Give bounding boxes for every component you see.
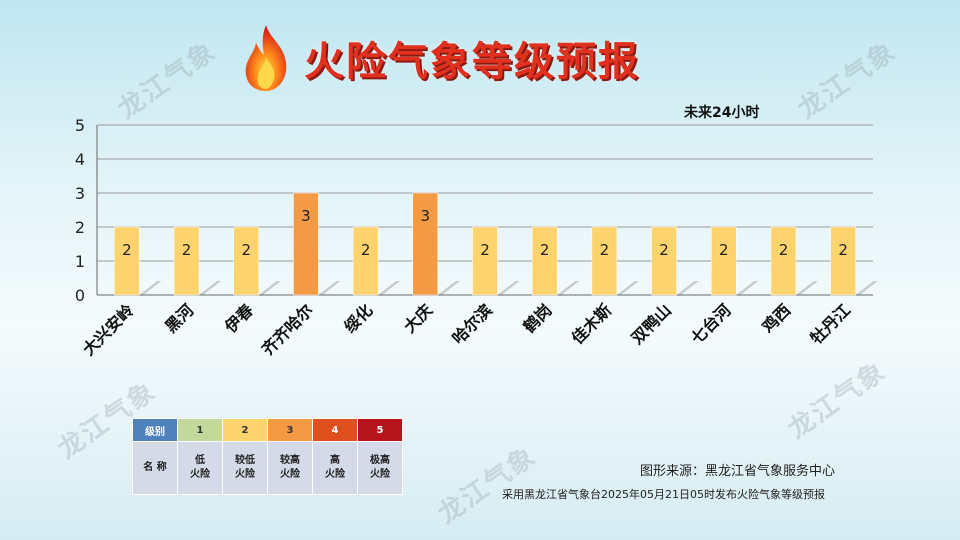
- legend-name-2: 较低 火险: [222, 441, 268, 495]
- issued-text: 采用黑龙江省气象台2025年05月21日05时发布火险气象等级预报: [502, 488, 825, 501]
- data-label: 3: [421, 207, 431, 225]
- x-tick-label: 哈尔滨: [448, 300, 495, 347]
- data-label: 2: [838, 241, 848, 259]
- x-tick-label: 大兴安岭: [79, 300, 138, 359]
- bar: [531, 226, 558, 296]
- y-tick-label: 5: [75, 116, 85, 135]
- data-label: 2: [361, 241, 371, 259]
- x-tick-label: 牡丹江: [807, 300, 854, 347]
- bar: [293, 192, 319, 296]
- y-tick-label: 2: [75, 218, 85, 237]
- legend-name-label: 名 称: [132, 441, 178, 495]
- y-tick-label: 0: [75, 286, 85, 305]
- bar-shadow: [378, 281, 401, 295]
- legend-name-5: 极高 火险: [357, 441, 403, 495]
- legend-name-4: 高 火险: [312, 441, 358, 495]
- x-tick-label: 黑河: [161, 300, 197, 336]
- bar-chart: 0 1 2 3 4 5 2 大兴安岭 2 黑河 2 伊春 3 齐齐哈尔 2 绥化 3 大庆 2 哈尔滨 2 鹤岗 2 佳木斯 2…: [75, 116, 878, 359]
- legend-name-row: 名 称 低 火险 较低 火险 较高 火险高 火险 极高 火险: [132, 441, 403, 495]
- bar-shadow: [258, 281, 281, 295]
- data-label: 3: [301, 207, 311, 225]
- data-label: 2: [241, 241, 251, 259]
- legend-level-1: 1: [177, 418, 223, 442]
- bar-shadow: [855, 281, 878, 295]
- legend-level-3: 3: [267, 418, 313, 442]
- bar-shadow: [139, 281, 162, 295]
- bar: [830, 226, 856, 296]
- watermark: 龙江气象: [432, 441, 542, 530]
- y-tick-label: 3: [75, 184, 85, 203]
- source-text: 图形来源：黑龙江省气象服务中心: [640, 464, 836, 479]
- legend-level-2: 2: [222, 418, 268, 442]
- bar: [114, 226, 140, 296]
- bar: [711, 226, 737, 296]
- flame-icon: [245, 25, 287, 91]
- bar: [412, 192, 439, 296]
- x-tick-label: 鸡西: [758, 300, 795, 337]
- bar-shadow: [318, 281, 341, 295]
- data-label: 2: [719, 241, 729, 259]
- page-title: 火险气象等级预报: [304, 39, 640, 85]
- bar-shadow: [557, 281, 580, 295]
- x-tick-label: 鹤岗: [519, 300, 555, 336]
- y-tick-label: 4: [75, 150, 85, 169]
- legend-name-1: 低 火险: [177, 441, 223, 495]
- bar-shadow: [199, 281, 222, 295]
- bar-shadow: [497, 281, 520, 295]
- bar: [770, 226, 797, 296]
- bar-shadow: [795, 281, 818, 295]
- bar-shadow: [736, 281, 759, 295]
- data-label: 2: [540, 241, 550, 259]
- bar: [173, 226, 200, 296]
- data-label: 2: [480, 241, 490, 259]
- x-tick-label: 佳木斯: [568, 300, 615, 347]
- x-tick-label: 伊春: [220, 300, 257, 337]
- bar: [472, 226, 498, 296]
- legend-name-3: 较高 火险: [267, 441, 313, 495]
- data-label: 2: [122, 241, 132, 259]
- data-label: 2: [182, 241, 192, 259]
- legend-level-label: 级别: [132, 418, 178, 442]
- x-tick-label: 双鸭山: [628, 300, 675, 347]
- data-label: 2: [659, 241, 669, 259]
- y-tick-label: 1: [75, 252, 85, 271]
- bar: [651, 226, 677, 296]
- legend-level-4: 4: [312, 418, 358, 442]
- data-label: 2: [779, 241, 789, 259]
- bar-shadow: [437, 281, 460, 295]
- x-tick-label: 齐齐哈尔: [258, 300, 317, 359]
- bar: [352, 226, 379, 296]
- bar: [591, 226, 618, 296]
- legend-level-5: 5: [357, 418, 403, 442]
- bar-shadow: [676, 281, 699, 295]
- data-label: 2: [600, 241, 610, 259]
- title-area: 火险气象等级预报: [240, 18, 640, 98]
- bar: [233, 226, 259, 296]
- x-tick-label: 大庆: [400, 300, 436, 336]
- bar-shadow: [616, 281, 639, 295]
- x-tick-label: 绥化: [340, 300, 376, 336]
- x-tick-label: 七台河: [687, 300, 734, 347]
- chart-subtitle: 未来24小时: [684, 105, 760, 121]
